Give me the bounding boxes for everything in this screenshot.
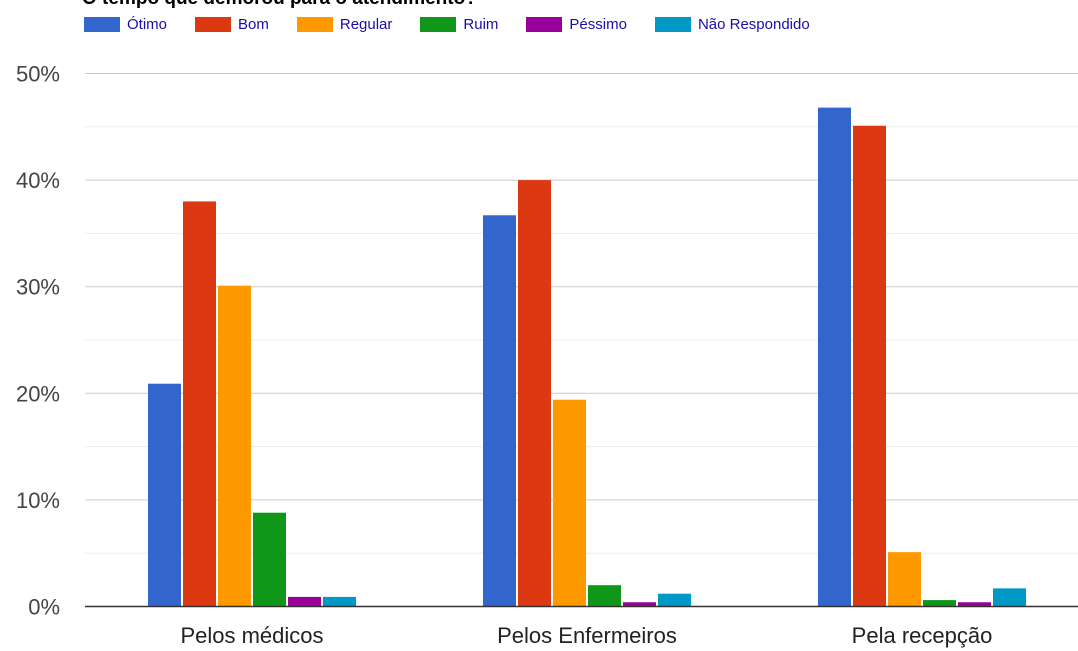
bar (588, 585, 621, 607)
bar (148, 383, 181, 607)
bar (218, 285, 251, 607)
legend-swatch (84, 16, 120, 32)
bar (623, 602, 656, 607)
legend-label: Péssimo (569, 15, 627, 33)
legend-swatch (526, 16, 563, 32)
bar (323, 596, 356, 607)
legend-item-nao-respondido[interactable]: Não Respondido (654, 15, 810, 33)
legend-item-regular[interactable]: Regular (296, 15, 393, 33)
legend: Ótimo Bom Regular Ruim Péssimo Não Respo… (84, 14, 838, 34)
x-tick-label: Pelos Enfermeiros (497, 623, 677, 648)
y-tick-label: 10% (16, 488, 60, 513)
legend-item-pessimo[interactable]: Péssimo (526, 16, 627, 33)
bar (518, 180, 551, 607)
bar (818, 107, 851, 607)
bar (658, 593, 691, 607)
bar (253, 512, 286, 607)
bar (288, 596, 321, 607)
bar (483, 215, 516, 607)
legend-label: Ruim (463, 15, 499, 33)
y-tick-label: 0% (28, 595, 60, 620)
legend-label: Bom (238, 15, 269, 33)
bar (888, 552, 921, 607)
y-tick-label: 30% (16, 275, 60, 300)
x-tick-label: Pelos médicos (180, 623, 323, 648)
legend-item-bom[interactable]: Bom (195, 16, 269, 33)
bar (853, 125, 886, 607)
legend-label: Regular (339, 15, 393, 33)
legend-item-ruim[interactable]: Ruim (420, 16, 498, 33)
bar (993, 588, 1026, 607)
y-tick-label: 20% (16, 381, 60, 406)
bar (183, 201, 216, 607)
bar (923, 600, 956, 607)
legend-swatch (654, 16, 691, 32)
legend-label: Não Respondido (697, 15, 810, 33)
chart-title: O tempo que demorou para o atendimento? (82, 0, 477, 10)
legend-swatch (420, 16, 457, 32)
legend-item-otimo[interactable]: Ótimo (84, 16, 167, 33)
y-tick-label: 50% (16, 62, 60, 87)
x-tick-label: Pela recepção (852, 623, 993, 648)
y-tick-label: 40% (16, 168, 60, 193)
bar (553, 399, 586, 607)
legend-label: Ótimo (127, 15, 168, 33)
axes: 0% 10% 20% 30% 40% 50% Pelos médicos Pelos Enfe… (16, 62, 1078, 648)
bars (148, 107, 1026, 607)
bar (958, 602, 991, 607)
legend-swatch (195, 16, 232, 32)
legend-swatch (296, 16, 333, 32)
